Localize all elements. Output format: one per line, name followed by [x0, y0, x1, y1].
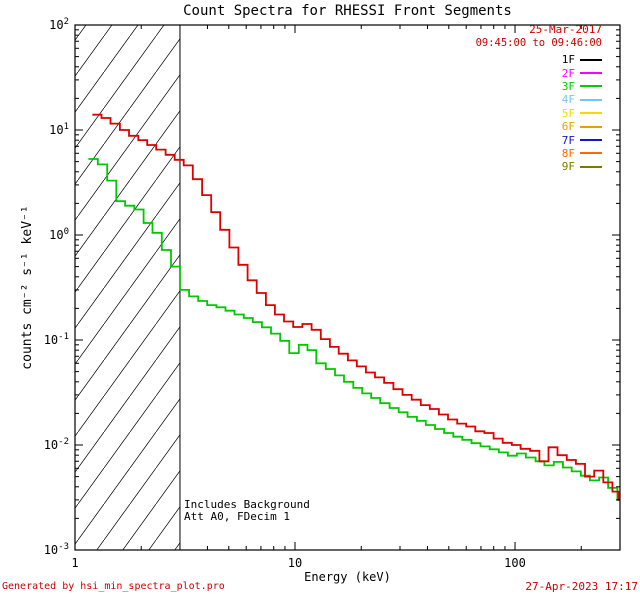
legend-item-label: 1F: [561, 53, 575, 67]
legend-item-label: 3F: [561, 79, 575, 93]
includes-background-note: Includes Background: [184, 498, 310, 511]
legend-item: 4F: [562, 93, 602, 106]
y-tick-label: 10-2: [44, 437, 69, 452]
legend-item: 6F: [562, 120, 602, 133]
plot-title: Count Spectra for RHESSI Front Segments: [183, 3, 512, 19]
y-tick-label: 10-3: [44, 542, 69, 557]
legend-item-label: 8F: [561, 146, 575, 160]
y-tick-label: 100: [49, 227, 69, 242]
legend-item-label: 7F: [561, 133, 575, 147]
y-tick-label: 102: [49, 17, 69, 32]
legend-item-swatch: [580, 139, 602, 142]
legend-item-swatch: [580, 98, 602, 101]
legend-item-label: 4F: [561, 93, 575, 107]
y-tick-label: 101: [49, 122, 69, 137]
plot-frame: [74, 24, 621, 551]
x-tick-label: 10: [288, 556, 302, 570]
legend-item-swatch: [580, 152, 602, 155]
generated-by-text: Generated by hsi_min_spectra_plot.pro: [2, 581, 225, 592]
x-tick-label: 100: [504, 556, 526, 570]
y-tick-label: 10-1: [44, 332, 69, 347]
observation-time-range: 09:45:00 to 09:46:00: [475, 37, 602, 49]
legend-item-swatch: [580, 112, 602, 115]
legend-item-swatch: [580, 125, 602, 128]
legend-item: 2F: [561, 66, 602, 80]
attenuator-state-note: Att A0, FDecim 1: [184, 510, 290, 523]
legend-item-swatch: [580, 58, 602, 61]
legend-item: 1F: [562, 53, 602, 66]
legend-item-label: 9F: [561, 160, 575, 174]
hatched-low-energy-region: [75, 25, 180, 550]
legend-item-swatch: [580, 72, 602, 75]
legend-item-label: 5F: [561, 106, 575, 120]
legend-item-swatch: [580, 165, 602, 168]
series-green-spectrum: [88, 158, 620, 501]
legend-item-swatch: [580, 85, 602, 88]
detector-legend: 1F 2F 3F 4F 5F 6F 7F 8F 9F: [562, 53, 602, 174]
observation-date: 25-Mar-2017: [529, 23, 602, 36]
legend-item: 3F: [562, 80, 602, 93]
series-red-spectrum: [92, 113, 620, 501]
legend-item: 8F: [562, 147, 602, 160]
x-axis-label: Energy (keV): [304, 570, 391, 584]
x-tick-label: 1: [71, 556, 78, 570]
legend-item-label: 6F: [561, 120, 575, 134]
y-axis-label: counts cm⁻² s⁻¹ keV⁻¹: [20, 205, 35, 370]
legend-item: 7F: [561, 133, 602, 147]
legend-item-label: 2F: [561, 66, 575, 80]
legend-item: 9F: [562, 160, 602, 173]
legend-item: 5F: [562, 107, 602, 120]
generation-timestamp: 27-Apr-2023 17:17: [525, 580, 638, 593]
